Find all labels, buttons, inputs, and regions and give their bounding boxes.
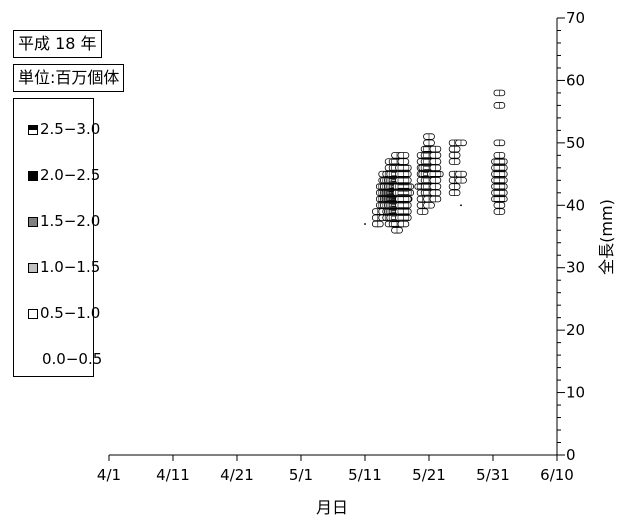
heatmap-dot: [364, 223, 366, 225]
x-tick-label: 4/11: [156, 466, 190, 484]
unit-label: 単位:百万個体: [13, 64, 125, 92]
x-tick-label: 4/1: [97, 466, 121, 484]
legend-item: 0.0−0.5: [28, 352, 102, 367]
axes: 4/1 4/11 4/21 5/1 5/11 5/21 5/31 6/10 0 10 20 30 40 5…: [97, 9, 585, 484]
y-tick-label: 0: [566, 446, 576, 464]
legend-item: 1.5−2.0: [28, 214, 100, 229]
y-axis-label: 全長(mm): [597, 199, 616, 275]
legend-label: 0.0−0.5: [42, 350, 103, 368]
heatmap-marks: [364, 89, 508, 234]
legend-swatch: [28, 125, 38, 135]
x-axis-label: 月日: [316, 498, 348, 517]
y-tick-label: 30: [566, 259, 585, 277]
legend-item: 1.0−1.5: [28, 260, 100, 275]
x-tick-label: 5/1: [289, 466, 313, 484]
legend-item: 2.0−2.5: [28, 168, 100, 183]
chart-title: 平成 18 年: [13, 30, 102, 58]
heatmap-dot: [460, 204, 462, 207]
legend-swatch: [28, 263, 38, 273]
legend-label: 0.5−1.0: [40, 304, 101, 322]
legend-item: 2.5−3.0: [28, 122, 100, 137]
legend-label: 1.5−2.0: [40, 212, 101, 230]
x-tick-label: 5/21: [412, 466, 446, 484]
y-tick-label: 40: [566, 196, 585, 214]
y-tick-label: 20: [566, 321, 585, 339]
y-tick-label: 10: [566, 384, 585, 402]
y-tick-label: 60: [566, 71, 585, 89]
x-tick-label: 5/11: [348, 466, 382, 484]
legend-swatch: [28, 309, 38, 319]
y-tick-label: 70: [566, 9, 585, 27]
x-tick-label: 6/10: [540, 466, 574, 484]
y-tick-label: 50: [566, 134, 585, 152]
legend-label: 1.0−1.5: [40, 258, 101, 276]
x-tick-label: 5/31: [476, 466, 510, 484]
legend: 2.5−3.0 2.0−2.5 1.5−2.0 1.0−1.5 0.5−1.0 0.0−0…: [13, 98, 102, 377]
legend-label: 2.5−3.0: [40, 120, 101, 138]
legend-label: 2.0−2.5: [40, 166, 101, 184]
legend-swatch: [28, 217, 38, 227]
legend-swatch: [28, 171, 38, 181]
x-tick-label: 4/21: [220, 466, 254, 484]
legend-item: 0.5−1.0: [28, 306, 100, 321]
